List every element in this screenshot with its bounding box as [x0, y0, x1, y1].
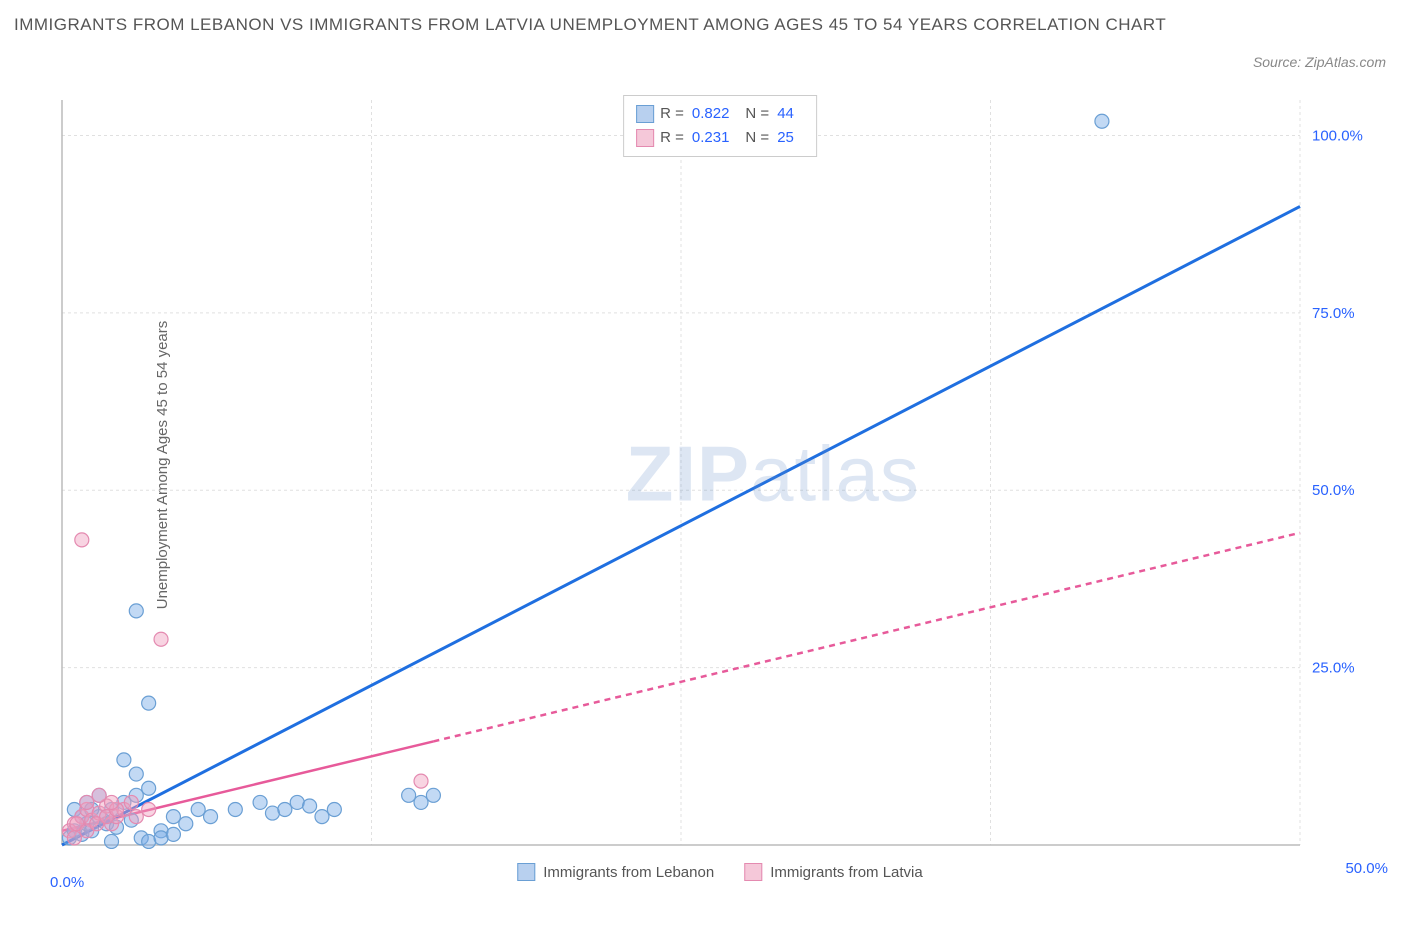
legend-item-latvia: Immigrants from Latvia — [744, 863, 923, 881]
chart-area: R = 0.822 N = 44 R = 0.231 N = 25 25.0% 5… — [60, 95, 1380, 885]
x-tick-0: 0.0% — [50, 874, 84, 891]
legend-item-lebanon: Immigrants from Lebanon — [517, 863, 714, 881]
legend-swatch-lebanon — [636, 105, 654, 123]
svg-text:25.0%: 25.0% — [1312, 660, 1355, 677]
legend-label-latvia: Immigrants from Latvia — [770, 864, 923, 881]
legend-n-value-lebanon: 44 — [777, 102, 794, 126]
legend-n-label: N = — [745, 102, 769, 126]
legend-swatch-bottom-latvia — [744, 863, 762, 881]
legend-swatch-bottom-lebanon — [517, 863, 535, 881]
legend-r-label: R = — [660, 102, 684, 126]
legend-row-latvia: R = 0.231 N = 25 — [636, 126, 804, 150]
svg-text:50.0%: 50.0% — [1312, 482, 1355, 499]
scatter-plot-svg: 25.0% 50.0% 75.0% 100.0% — [60, 95, 1380, 885]
correlation-legend: R = 0.822 N = 44 R = 0.231 N = 25 — [623, 95, 817, 157]
legend-r-label: R = — [660, 126, 684, 150]
legend-label-lebanon: Immigrants from Lebanon — [543, 864, 714, 881]
x-tick-50: 50.0% — [1345, 860, 1388, 877]
legend-n-label: N = — [745, 126, 769, 150]
svg-text:75.0%: 75.0% — [1312, 305, 1355, 322]
svg-text:100.0%: 100.0% — [1312, 127, 1363, 144]
legend-swatch-latvia — [636, 129, 654, 147]
legend-n-value-latvia: 25 — [777, 126, 794, 150]
chart-title: IMMIGRANTS FROM LEBANON VS IMMIGRANTS FR… — [14, 12, 1206, 38]
legend-row-lebanon: R = 0.822 N = 44 — [636, 102, 804, 126]
source-attribution: Source: ZipAtlas.com — [1253, 54, 1386, 70]
legend-r-value-lebanon: 0.822 — [692, 102, 730, 126]
legend-r-value-latvia: 0.231 — [692, 126, 730, 150]
series-legend: Immigrants from Lebanon Immigrants from … — [517, 863, 922, 881]
